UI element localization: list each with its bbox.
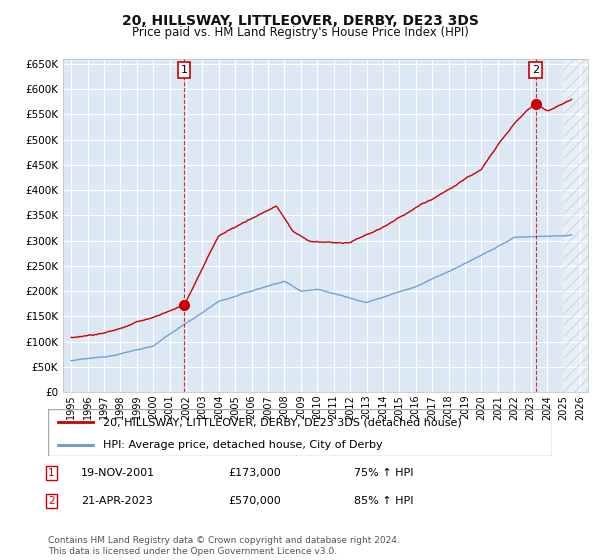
Text: Price paid vs. HM Land Registry's House Price Index (HPI): Price paid vs. HM Land Registry's House … (131, 26, 469, 39)
Bar (563, 59, 588, 392)
Text: 2: 2 (532, 65, 539, 75)
Text: HPI: Average price, detached house, City of Derby: HPI: Average price, detached house, City… (103, 440, 383, 450)
Text: 20, HILLSWAY, LITTLEOVER, DERBY, DE23 3DS (detached house): 20, HILLSWAY, LITTLEOVER, DERBY, DE23 3D… (103, 417, 462, 427)
Text: 1: 1 (181, 65, 188, 75)
Text: 75% ↑ HPI: 75% ↑ HPI (354, 468, 413, 478)
Text: Contains HM Land Registry data © Crown copyright and database right 2024.
This d: Contains HM Land Registry data © Crown c… (48, 536, 400, 556)
Text: 20, HILLSWAY, LITTLEOVER, DERBY, DE23 3DS: 20, HILLSWAY, LITTLEOVER, DERBY, DE23 3D… (122, 14, 478, 28)
Text: 2: 2 (48, 496, 55, 506)
Text: £173,000: £173,000 (228, 468, 281, 478)
Text: 85% ↑ HPI: 85% ↑ HPI (354, 496, 413, 506)
Text: 1: 1 (48, 468, 55, 478)
Text: £570,000: £570,000 (228, 496, 281, 506)
Text: 21-APR-2023: 21-APR-2023 (81, 496, 153, 506)
Text: 19-NOV-2001: 19-NOV-2001 (81, 468, 155, 478)
